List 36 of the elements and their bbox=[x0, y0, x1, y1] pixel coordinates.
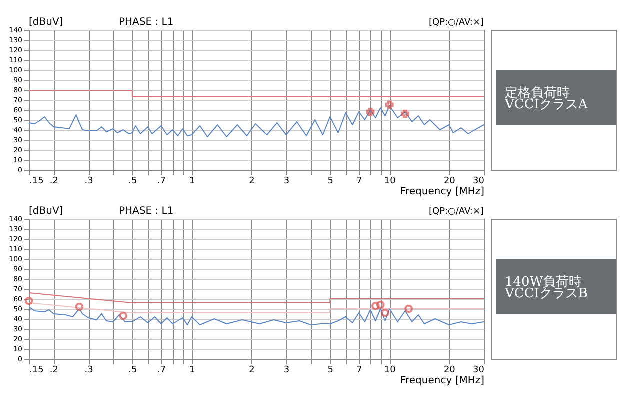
y-axis-title: [dBuV] bbox=[29, 17, 64, 28]
x-tick-label: 1 bbox=[190, 176, 196, 186]
x-tick-label: 5 bbox=[328, 366, 334, 376]
x-tick-label: 2 bbox=[249, 176, 255, 186]
x-tick-label: .5 bbox=[128, 176, 138, 186]
x-tick-label: .3 bbox=[84, 176, 94, 186]
text: [QP:○/AV:×] bbox=[428, 207, 484, 217]
x-tick-label: .3 bbox=[84, 366, 94, 376]
x-tick-label: .15 bbox=[30, 366, 44, 376]
x-tick-label: 3 bbox=[284, 366, 290, 376]
chart-title: PHASE : L1 bbox=[119, 17, 174, 28]
x-tick-label: .2 bbox=[50, 176, 58, 186]
chart-title: PHASE : L1 bbox=[119, 206, 174, 217]
x-tick-label: .15 bbox=[30, 176, 44, 186]
x-tick-label: .2 bbox=[50, 366, 58, 376]
text: 140W負荷時 VCCIクラスB bbox=[504, 274, 588, 302]
x-axis-title: Frequency [MHz] bbox=[400, 376, 485, 386]
x-tick-label: 10 bbox=[384, 176, 396, 186]
text: 定格負荷時 VCCIクラスA bbox=[504, 86, 588, 112]
x-tick-label: 5 bbox=[328, 176, 334, 186]
x-tick-label: 3 bbox=[284, 176, 290, 186]
x-tick-label: .7 bbox=[157, 366, 166, 376]
x-tick-label: .7 bbox=[157, 176, 166, 186]
x-tick-label: 10 bbox=[384, 366, 396, 376]
x-tick-label: 30 bbox=[473, 176, 485, 186]
x-tick-label: 1 bbox=[190, 366, 196, 376]
x-tick-label: 30 bbox=[473, 366, 485, 376]
x-tick-label: 20 bbox=[444, 366, 456, 376]
x-axis-title: Frequency [MHz] bbox=[400, 186, 485, 198]
x-tick-label: 7 bbox=[356, 176, 362, 186]
x-tick-label: 20 bbox=[444, 176, 456, 186]
text: [QP:○/AV:×] bbox=[428, 18, 484, 28]
x-tick-label: 7 bbox=[356, 366, 362, 376]
x-tick-label: 2 bbox=[249, 366, 255, 376]
x-tick-label: .5 bbox=[128, 366, 138, 376]
y-axis-title: [dBuV] bbox=[29, 206, 64, 217]
